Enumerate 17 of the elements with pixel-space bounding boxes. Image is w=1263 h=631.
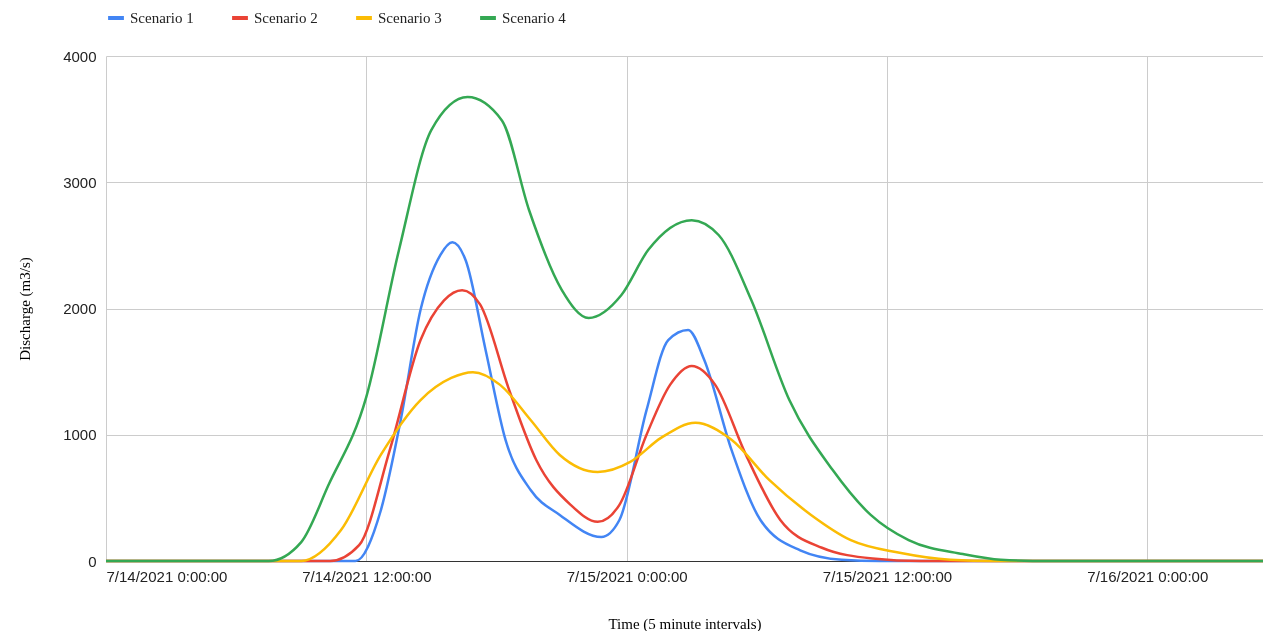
- y-tick-label: 4000: [63, 47, 97, 65]
- x-tick-label: 7/16/2021 0:00:00: [1087, 567, 1209, 585]
- line-series: [104, 95, 1263, 563]
- y-axis-title: Discharge (m3/s): [17, 257, 35, 361]
- y-tick-label: 0: [88, 552, 97, 570]
- legend-label: Scenario 4: [502, 10, 567, 26]
- x-tick-label: 7/14/2021 12:00:00: [302, 567, 432, 585]
- y-tick-label: 2000: [63, 300, 97, 317]
- y-tick-label: 1000: [63, 426, 97, 444]
- y-tick-label: 3000: [63, 173, 97, 191]
- legend-label: Scenario 1: [130, 10, 194, 26]
- x-tick-label: 7/14/2021 0:00:00: [106, 567, 228, 585]
- x-tick-label: 7/15/2021 12:00:00: [822, 567, 953, 585]
- x-tick-label: 7/15/2021 0:00:00: [566, 567, 688, 585]
- legend-label: Scenario 3: [378, 10, 442, 26]
- legend-label: Scenario 2: [254, 10, 318, 26]
- x-axis-title: Time (5 minute intervals): [608, 615, 762, 631]
